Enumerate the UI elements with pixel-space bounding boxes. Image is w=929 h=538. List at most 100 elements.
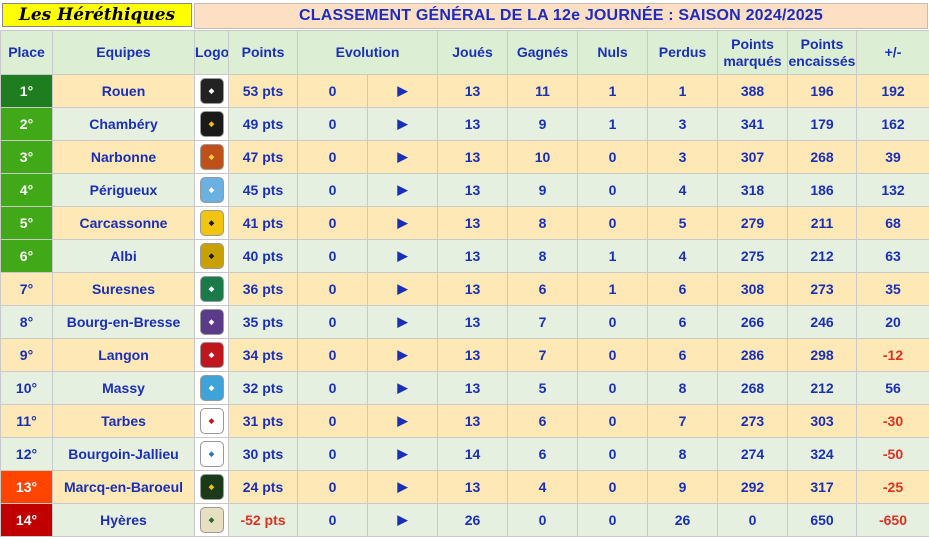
diff-cell: 35 [856, 272, 929, 306]
table-row: 13° Marcq-en-Baroeul ◆ 24 pts 0 ▶ 13 4 0 9 292 317-… [0, 470, 929, 504]
points-cell: 49 pts [228, 107, 298, 141]
marcq-logo-icon: ◆ [199, 474, 224, 500]
evolution-value: 0 [297, 74, 368, 108]
perigueux-logo-icon: ◆ [199, 177, 224, 203]
diff-cell: -25 [856, 470, 929, 504]
col-header-won: Gagnés [507, 30, 578, 75]
diff-cell: -50 [856, 437, 929, 471]
scored-cell: 275 [717, 239, 788, 273]
place-cell: 11° [0, 404, 53, 438]
place-cell: 5° [0, 206, 53, 240]
lost-cell: 7 [647, 404, 718, 438]
draw-cell: 0 [577, 305, 648, 339]
evolution-arrow-icon: ▶ [367, 140, 438, 174]
draw-cell: 0 [577, 371, 648, 405]
points-cell: -52 pts [228, 503, 298, 537]
played-cell: 13 [437, 470, 508, 504]
team-name: Albi [52, 239, 195, 273]
logo-cell: ◆ [194, 272, 229, 306]
logo-cell: ◆ [194, 338, 229, 372]
evolution-arrow-icon: ▶ [367, 239, 438, 273]
lost-cell: 9 [647, 470, 718, 504]
table-row: 14° Hyères ◆ -52 pts 0 ▶ 26 0 0 26 0 650 -650 [0, 503, 929, 537]
evolution-arrow-icon: ▶ [367, 437, 438, 471]
logo-cell: ◆ [194, 74, 229, 108]
points-cell: 41 pts [228, 206, 298, 240]
logo-cell: ◆ [194, 173, 229, 207]
team-name: Suresnes [52, 272, 195, 306]
evolution-arrow-icon: ▶ [367, 206, 438, 240]
col-header-place: Place [0, 30, 53, 75]
draw-cell: 1 [577, 272, 648, 306]
team-name: Bourgoin-Jallieu [52, 437, 195, 471]
evolution-arrow-icon: ▶ [367, 173, 438, 207]
scored-cell: 0 [717, 503, 788, 537]
diff-cell: 56 [856, 371, 929, 405]
col-header-points: Points [228, 30, 298, 75]
played-cell: 13 [437, 206, 508, 240]
conceded-cell: 196 [787, 74, 857, 108]
conceded-cell: 212 [787, 239, 857, 273]
draw-cell: 0 [577, 173, 648, 207]
lost-cell: 8 [647, 371, 718, 405]
hyeres-logo-icon: ◆ [199, 507, 224, 533]
logo-cell: ◆ [194, 206, 229, 240]
col-header-teams: Equipes [52, 30, 195, 75]
won-cell: 9 [507, 107, 578, 141]
points-cell: 40 pts [228, 239, 298, 273]
table-row: 3° Narbonne ◆ 47 pts 0 ▶ 13 10 0 3 307 268 39 [0, 140, 929, 174]
conceded-cell: 317 [787, 470, 857, 504]
header-bar: Les Héréthiques CLASSEMENT GÉNÉRAL DE LA… [0, 0, 929, 30]
narbonne-logo-icon: ◆ [199, 144, 224, 170]
team-name: Narbonne [52, 140, 195, 174]
diff-cell: 192 [856, 74, 929, 108]
massy-logo-icon: ◆ [199, 375, 224, 401]
table-row: 4° Périgueux ◆ 45 pts 0 ▶ 13 9 0 4 318 186 132 [0, 173, 929, 207]
scored-cell: 308 [717, 272, 788, 306]
logo-cell: ◆ [194, 140, 229, 174]
table-row: 8° Bourg-en-Bresse ◆ 35 pts 0 ▶ 13 7 0 6 266 246 20 [0, 305, 929, 339]
evolution-arrow-icon: ▶ [367, 404, 438, 438]
col-header-diff: +/- [856, 30, 929, 75]
conceded-cell: 650 [787, 503, 857, 537]
team-name: Hyères [52, 503, 195, 537]
played-cell: 14 [437, 437, 508, 471]
points-cell: 31 pts [228, 404, 298, 438]
points-cell: 34 pts [228, 338, 298, 372]
lost-cell: 3 [647, 140, 718, 174]
logo-cell: ◆ [194, 239, 229, 273]
evolution-value: 0 [297, 404, 368, 438]
place-cell: 6° [0, 239, 53, 273]
diff-cell: 132 [856, 173, 929, 207]
team-name: Chambéry [52, 107, 195, 141]
won-cell: 8 [507, 239, 578, 273]
conceded-cell: 324 [787, 437, 857, 471]
draw-cell: 0 [577, 338, 648, 372]
col-header-played: Joués [437, 30, 508, 75]
draw-cell: 0 [577, 470, 648, 504]
points-cell: 35 pts [228, 305, 298, 339]
evolution-value: 0 [297, 173, 368, 207]
points-cell: 36 pts [228, 272, 298, 306]
conceded-cell: 273 [787, 272, 857, 306]
scored-cell: 318 [717, 173, 788, 207]
diff-cell: -650 [856, 503, 929, 537]
table-row: 10° Massy ◆ 32 pts 0 ▶ 13 5 0 8 268 212 56 [0, 371, 929, 405]
langon-logo-icon: ◆ [199, 342, 224, 368]
played-cell: 13 [437, 305, 508, 339]
rouen-logo-icon: ◆ [199, 78, 224, 104]
diff-cell: 63 [856, 239, 929, 273]
lost-cell: 4 [647, 239, 718, 273]
evolution-value: 0 [297, 239, 368, 273]
place-cell: 1° [0, 74, 53, 108]
table-row: 2° Chambéry ◆ 49 pts 0 ▶ 13 9 1 3 341 179 162 [0, 107, 929, 141]
draw-cell: 0 [577, 404, 648, 438]
won-cell: 4 [507, 470, 578, 504]
place-cell: 8° [0, 305, 53, 339]
scored-cell: 286 [717, 338, 788, 372]
draw-cell: 0 [577, 503, 648, 537]
evolution-value: 0 [297, 503, 368, 537]
diff-cell: -30 [856, 404, 929, 438]
evolution-value: 0 [297, 272, 368, 306]
won-cell: 7 [507, 338, 578, 372]
